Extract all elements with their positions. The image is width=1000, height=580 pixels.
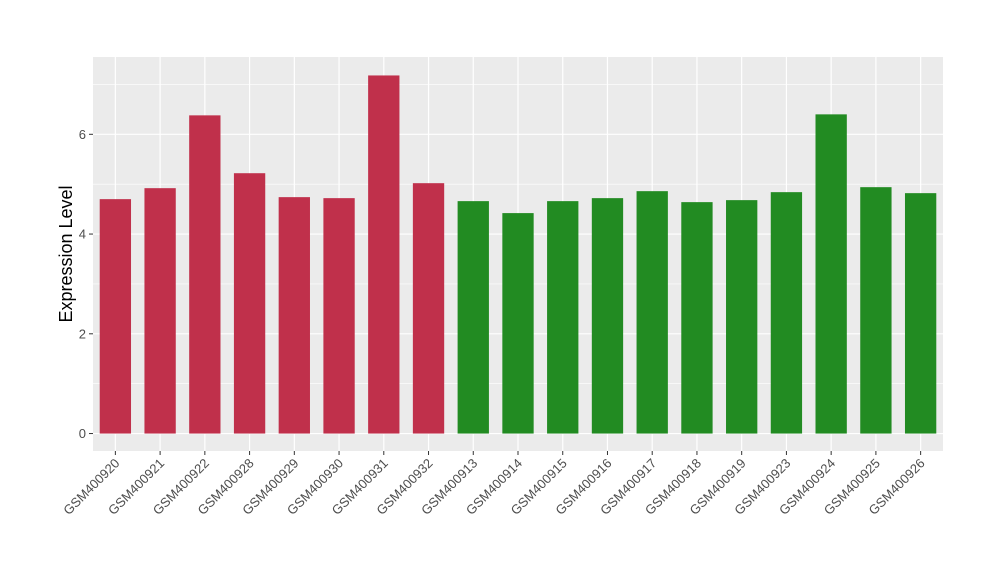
bar — [815, 114, 847, 434]
bars-group — [99, 75, 937, 434]
y-axis: 0 2 4 6 — [79, 127, 93, 441]
bar — [726, 200, 758, 434]
y-tick-label: 4 — [79, 227, 86, 242]
bar — [860, 187, 892, 434]
bar — [368, 75, 400, 434]
bar — [591, 198, 624, 434]
bar — [323, 198, 355, 434]
y-tick-label: 0 — [79, 426, 86, 441]
y-axis-title: Expression Level — [56, 185, 76, 322]
bar — [233, 173, 266, 434]
bar — [904, 193, 937, 434]
bar — [502, 213, 534, 434]
bar — [770, 192, 803, 434]
bar — [189, 115, 221, 434]
bar — [144, 188, 176, 434]
bar — [547, 201, 579, 434]
bar — [681, 202, 713, 434]
bar — [99, 199, 132, 434]
y-tick-label: 2 — [79, 326, 86, 341]
bar — [412, 183, 445, 434]
bar — [278, 197, 310, 434]
y-tick-label: 6 — [79, 127, 86, 142]
bar — [457, 201, 489, 434]
x-axis: GSM400920GSM400921GSM400922GSM400928GSM4… — [60, 451, 928, 518]
bar — [636, 191, 668, 434]
